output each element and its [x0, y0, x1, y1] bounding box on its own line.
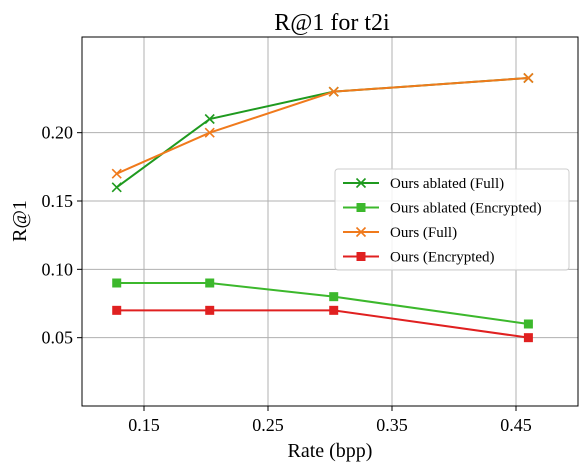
- data-point: [523, 72, 534, 84]
- legend-frame: [334, 168, 570, 271]
- legend-label: Ours ablated (Full): [390, 176, 504, 192]
- data-point: [329, 305, 339, 315]
- data-point: [204, 113, 215, 125]
- series-2: [112, 278, 533, 329]
- data-point: [329, 292, 339, 302]
- series-4: [112, 305, 533, 343]
- data-point: [523, 333, 533, 343]
- grid: [82, 37, 578, 406]
- data-point: [523, 319, 533, 329]
- x-tick-label: 0.25: [252, 415, 284, 435]
- legend-item: Ours ablated (Encrypted): [343, 201, 542, 217]
- data-point: [111, 182, 122, 193]
- data-point: [205, 305, 215, 315]
- legend-swatch-marker: [356, 252, 366, 261]
- legend-label: Ours (Encrypted): [390, 250, 495, 266]
- x-tick-label: 0.15: [128, 415, 160, 435]
- series-line: [116, 309, 529, 339]
- x-axis-label: Rate (bpp): [288, 440, 373, 462]
- x-tick-label: 0.35: [376, 415, 408, 435]
- legend-item: Ours (Full): [343, 225, 457, 241]
- legend-item: Ours ablated (Full): [343, 176, 504, 192]
- legend: Ours ablated (Full) Ours ablated (Encrypt…: [334, 168, 570, 271]
- data-point: [205, 278, 215, 288]
- legend-swatch-marker: [356, 203, 366, 212]
- chart-title: R@1 for t2i: [274, 10, 390, 36]
- data-point: [204, 127, 215, 138]
- legend-swatch-marker: [355, 177, 367, 189]
- legend-label: Ours (Full): [390, 225, 457, 241]
- data-point: [112, 305, 122, 315]
- y-axis-label: R@1: [9, 200, 31, 242]
- y-tick-label: 0.20: [42, 123, 74, 143]
- x-tick-label: 0.45: [500, 415, 532, 435]
- series-3: [111, 72, 534, 179]
- y-tick-label: 0.10: [42, 259, 74, 279]
- plot-area: [81, 36, 579, 407]
- axis-ticks: 0.15 0.25 0.35 0.45 0.05 0.10 0.15 0.20: [42, 123, 532, 435]
- data-point: [328, 86, 339, 97]
- legend-item: Ours (Encrypted): [343, 250, 495, 266]
- data-point: [111, 168, 122, 179]
- legend-swatch-marker: [355, 226, 367, 238]
- y-tick-label: 0.15: [42, 191, 74, 211]
- data-point: [112, 278, 122, 288]
- series-layer: [111, 72, 534, 343]
- y-tick-label: 0.05: [42, 328, 74, 348]
- legend-label: Ours ablated (Encrypted): [390, 201, 542, 217]
- series-line: [116, 282, 529, 325]
- series-line: [116, 77, 529, 175]
